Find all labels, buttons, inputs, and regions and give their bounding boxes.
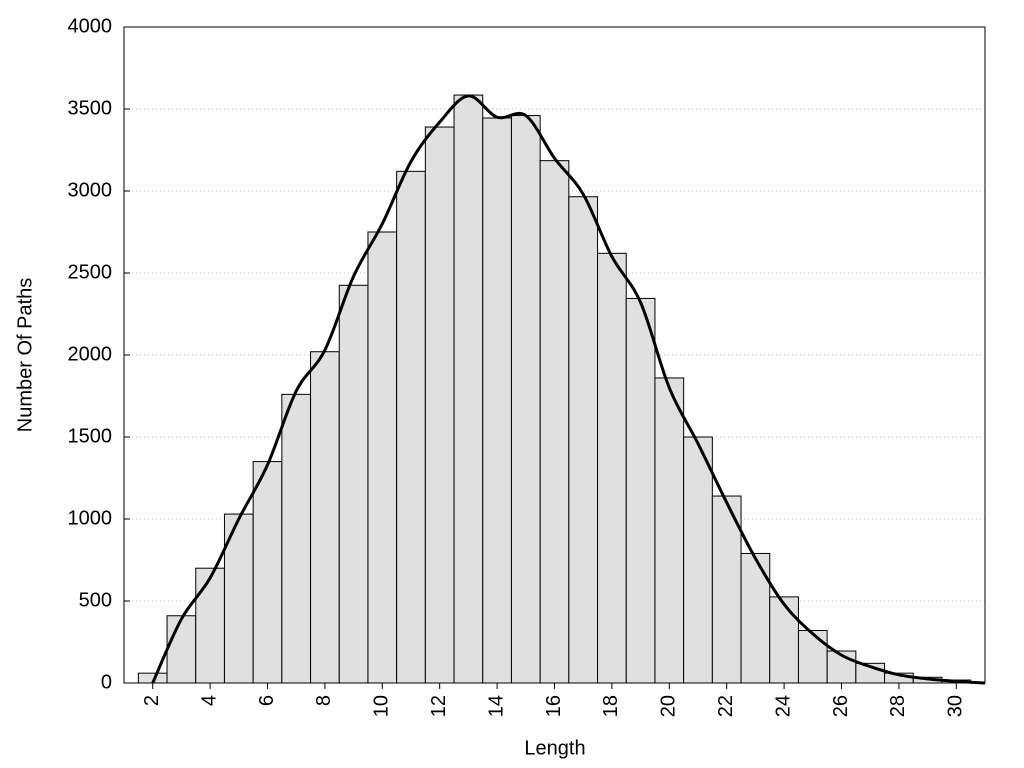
bar bbox=[769, 596, 799, 684]
bar bbox=[539, 160, 570, 684]
x-tick-label: 18 bbox=[600, 695, 622, 717]
bar bbox=[424, 126, 455, 684]
bar bbox=[510, 115, 541, 684]
bar bbox=[195, 567, 225, 684]
y-axis-label: Number Of Paths bbox=[14, 278, 36, 433]
bar bbox=[166, 615, 197, 684]
x-tick-label: 24 bbox=[772, 695, 794, 717]
y-tick-label: 4000 bbox=[68, 15, 113, 37]
x-tick-label: 6 bbox=[256, 695, 278, 706]
x-axis-label: Length bbox=[524, 737, 585, 759]
y-tick-label: 500 bbox=[79, 589, 112, 611]
x-tick-label: 4 bbox=[198, 695, 220, 706]
x-tick-label: 16 bbox=[543, 695, 565, 717]
x-tick-label: 2 bbox=[141, 695, 163, 706]
bar bbox=[310, 351, 340, 684]
y-tick-label: 3500 bbox=[68, 97, 113, 119]
x-tick-label: 30 bbox=[945, 695, 967, 717]
bar bbox=[281, 393, 312, 684]
y-tick-label: 1000 bbox=[68, 507, 113, 529]
bar bbox=[367, 231, 398, 684]
bar bbox=[396, 170, 426, 684]
bar bbox=[482, 117, 512, 684]
bar bbox=[252, 461, 283, 684]
density-curve bbox=[151, 94, 986, 685]
bar bbox=[683, 436, 713, 684]
x-tick-label: 26 bbox=[830, 695, 852, 717]
bar bbox=[625, 297, 656, 684]
bar bbox=[568, 196, 599, 684]
bar bbox=[654, 377, 685, 684]
y-tick-label: 2000 bbox=[68, 343, 113, 365]
bar bbox=[338, 284, 369, 684]
x-tick-label: 28 bbox=[887, 695, 909, 717]
plot-frame bbox=[123, 26, 986, 684]
x-tick-label: 20 bbox=[658, 695, 680, 717]
y-tick-label: 3000 bbox=[68, 179, 113, 201]
x-tick-label: 22 bbox=[715, 695, 737, 717]
x-tick-label: 12 bbox=[428, 695, 450, 717]
bar bbox=[597, 252, 627, 684]
y-tick-label: 1500 bbox=[68, 425, 113, 447]
x-tick-label: 14 bbox=[485, 695, 507, 717]
x-tick-label: 8 bbox=[313, 695, 335, 706]
bar bbox=[453, 94, 484, 684]
bar bbox=[797, 630, 828, 684]
x-tick-label: 10 bbox=[371, 695, 393, 717]
y-tick-label: 2500 bbox=[68, 261, 113, 283]
y-tick-label: 0 bbox=[101, 671, 112, 693]
